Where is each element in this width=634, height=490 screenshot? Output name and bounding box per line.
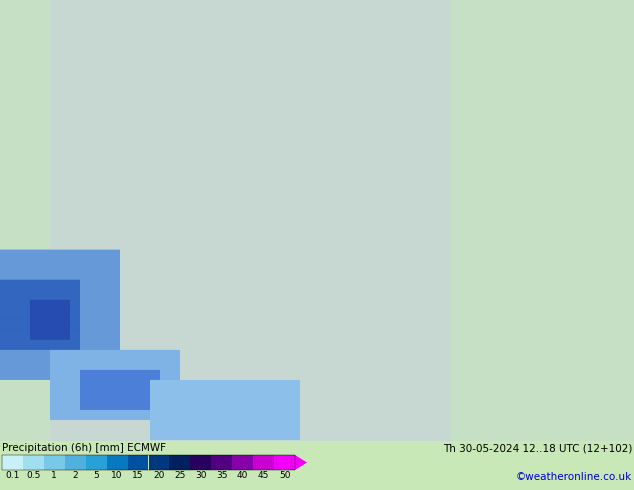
Text: 25: 25 [174,471,186,480]
Text: 50: 50 [279,471,290,480]
Bar [169,455,190,470]
Text: 5: 5 [93,471,99,480]
Bar [2,455,23,470]
Bar [44,455,65,470]
Text: 0.1: 0.1 [5,471,20,480]
Bar [274,455,295,470]
Text: ©weatheronline.co.uk: ©weatheronline.co.uk [515,472,632,482]
Text: Th 30-05-2024 12..18 UTC (12+102): Th 30-05-2024 12..18 UTC (12+102) [443,443,632,453]
Bar [23,455,44,470]
Text: 2: 2 [72,471,78,480]
Bar [107,455,127,470]
Text: 15: 15 [133,471,144,480]
Bar [127,455,148,470]
Bar [86,455,107,470]
Bar [148,455,169,470]
Text: 1: 1 [51,471,57,480]
Text: 45: 45 [258,471,269,480]
Text: Precipitation (6h) [mm] ECMWF: Precipitation (6h) [mm] ECMWF [2,443,166,453]
Bar [232,455,253,470]
Polygon shape [295,455,307,470]
Text: 30: 30 [195,471,207,480]
Text: 0.5: 0.5 [26,471,41,480]
Bar [2,455,295,470]
Text: 35: 35 [216,471,228,480]
Text: 20: 20 [153,471,165,480]
Bar [65,455,86,470]
Bar [190,455,211,470]
Text: 40: 40 [237,471,249,480]
Bar [253,455,274,470]
Bar [211,455,232,470]
Text: 10: 10 [112,471,123,480]
